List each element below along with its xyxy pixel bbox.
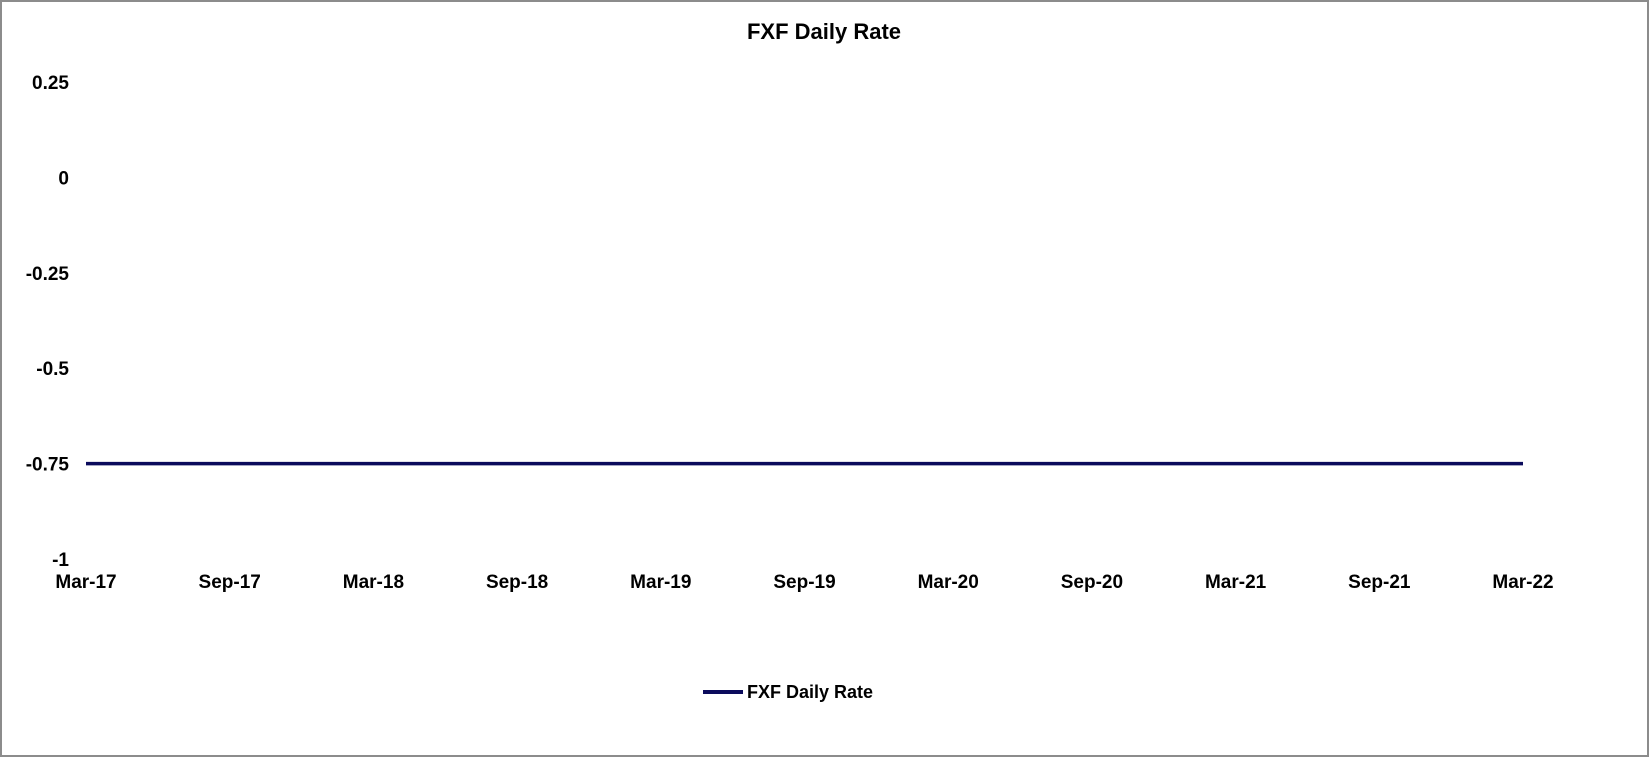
x-tick-label: Sep-19 [773, 572, 835, 593]
y-tick-label: -0.5 [36, 359, 69, 380]
x-tick-label: Mar-21 [1205, 572, 1267, 593]
x-tick-label: Mar-22 [1492, 572, 1553, 593]
y-tick-label: -1 [52, 550, 69, 571]
y-axis-tick-labels: 0.25 0 -0.25 -0.5 -0.75 -1 [26, 73, 70, 571]
x-tick-label: Mar-18 [343, 572, 404, 593]
x-tick-label: Sep-21 [1348, 572, 1411, 593]
legend-label-fxf-daily-rate: FXF Daily Rate [747, 682, 873, 702]
y-tick-label: 0 [58, 168, 69, 189]
x-axis-tick-labels: Mar-17 Sep-17 Mar-18 Sep-18 Mar-19 Sep-19 Mar-… [55, 572, 1553, 593]
y-tick-label: -0.75 [26, 455, 70, 476]
x-tick-label: Sep-18 [486, 572, 548, 593]
x-tick-label: Sep-20 [1061, 572, 1123, 593]
x-tick-label: Mar-20 [918, 572, 979, 593]
x-tick-label: Mar-19 [630, 572, 691, 593]
legend: FXF Daily Rate [703, 682, 873, 702]
x-tick-label: Sep-17 [199, 572, 261, 593]
x-tick-label: Mar-17 [55, 572, 116, 593]
y-tick-label: -0.25 [26, 264, 70, 285]
y-tick-label: 0.25 [32, 73, 69, 94]
chart-title: FXF Daily Rate [747, 19, 901, 44]
